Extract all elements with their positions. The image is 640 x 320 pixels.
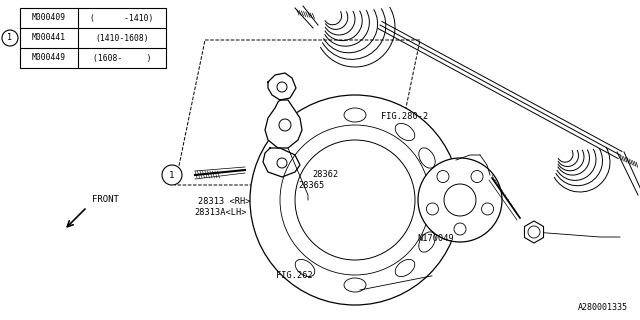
Bar <box>20 8 166 68</box>
Ellipse shape <box>344 278 366 292</box>
Text: M000441: M000441 <box>32 34 66 43</box>
Circle shape <box>444 184 476 216</box>
Text: (1608-     ): (1608- ) <box>93 53 151 62</box>
Text: 28313 <RH>: 28313 <RH> <box>198 197 251 206</box>
Ellipse shape <box>344 108 366 122</box>
Polygon shape <box>265 100 302 148</box>
Circle shape <box>295 140 415 260</box>
Text: 28313A<LH>: 28313A<LH> <box>194 208 246 217</box>
Text: (      -1410): ( -1410) <box>90 13 154 22</box>
Text: A280001335: A280001335 <box>578 303 628 312</box>
Circle shape <box>528 226 540 238</box>
Text: 28365: 28365 <box>298 181 324 190</box>
Circle shape <box>250 95 460 305</box>
Text: N170049: N170049 <box>417 234 454 243</box>
Text: FIG.262: FIG.262 <box>276 271 313 280</box>
Circle shape <box>277 82 287 92</box>
Ellipse shape <box>419 148 435 168</box>
Ellipse shape <box>419 232 435 252</box>
Ellipse shape <box>396 124 415 140</box>
Text: (1410-1608): (1410-1608) <box>95 34 149 43</box>
Circle shape <box>437 171 449 182</box>
Text: 28362: 28362 <box>312 170 339 179</box>
Circle shape <box>454 223 466 235</box>
Ellipse shape <box>295 260 315 276</box>
Circle shape <box>277 158 287 168</box>
Ellipse shape <box>396 260 415 276</box>
Text: FRONT: FRONT <box>92 195 119 204</box>
Circle shape <box>279 119 291 131</box>
Circle shape <box>426 203 438 215</box>
Circle shape <box>418 158 502 242</box>
Text: FIG.280-2: FIG.280-2 <box>381 112 428 121</box>
Polygon shape <box>263 148 300 177</box>
Circle shape <box>481 203 493 215</box>
Text: 1: 1 <box>8 34 13 43</box>
Text: 1: 1 <box>170 171 175 180</box>
Text: M000449: M000449 <box>32 53 66 62</box>
Circle shape <box>471 171 483 182</box>
Circle shape <box>2 30 18 46</box>
Text: M000409: M000409 <box>32 13 66 22</box>
Circle shape <box>162 165 182 185</box>
